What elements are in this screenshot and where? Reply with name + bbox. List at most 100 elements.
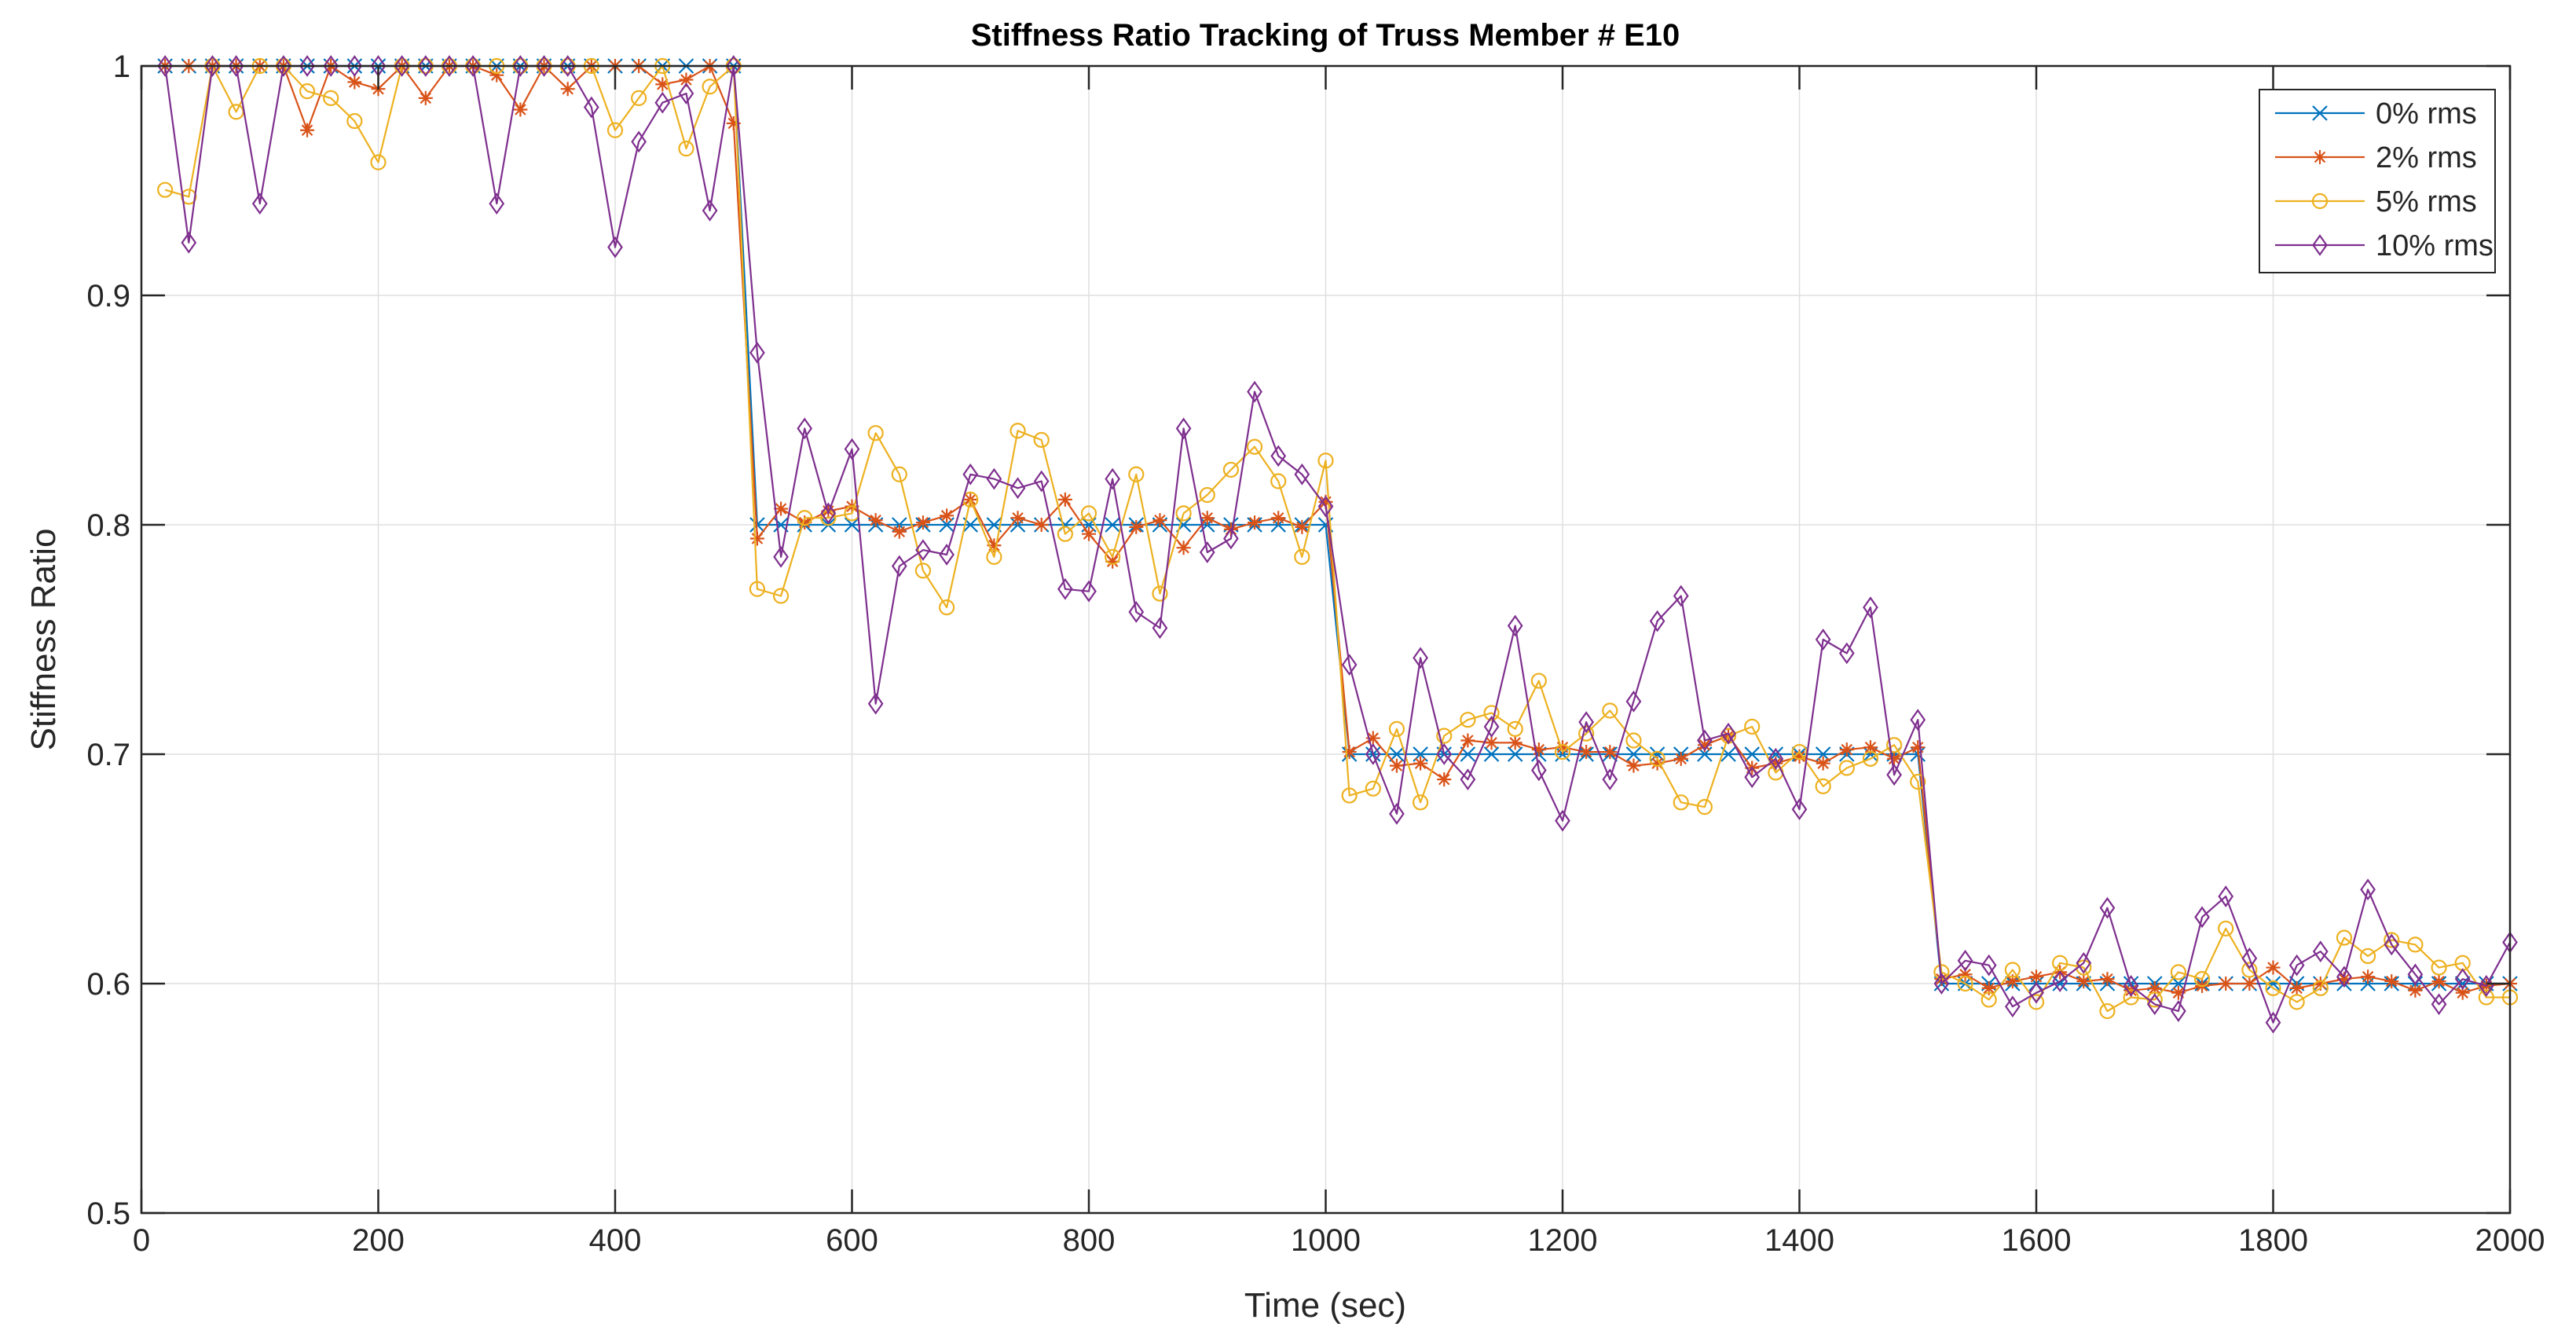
data-point — [442, 55, 457, 77]
data-point — [914, 563, 932, 579]
data-point — [1815, 778, 1831, 794]
data-point — [465, 55, 481, 77]
data-point — [2146, 993, 2163, 1016]
data-point — [915, 515, 930, 530]
data-point — [1483, 716, 1500, 738]
data-point — [1294, 463, 1310, 486]
data-point — [536, 55, 552, 77]
data-point — [2170, 964, 2186, 980]
data-point — [1033, 431, 1050, 449]
data-point — [655, 77, 670, 92]
data-point — [1057, 526, 1073, 542]
data-point — [844, 505, 860, 522]
data-point — [1082, 526, 1096, 541]
data-point — [987, 538, 1002, 553]
data-point — [299, 55, 315, 77]
data-point — [346, 55, 363, 77]
data-point — [157, 55, 173, 77]
data-point — [1625, 732, 1642, 749]
data-point — [2312, 980, 2329, 996]
data-point — [1342, 745, 1357, 760]
data-point — [2266, 960, 2281, 975]
x-tick-label: 1000 — [1291, 1223, 1361, 1258]
legend-marker — [2313, 150, 2327, 164]
data-point — [1388, 720, 1405, 737]
data-point — [702, 79, 718, 95]
data-point — [1057, 577, 1073, 600]
data-point — [2004, 962, 2021, 978]
data-point — [1436, 727, 1453, 744]
data-point — [2241, 962, 2258, 978]
data-point — [1105, 467, 1120, 490]
data-point — [1555, 740, 1570, 755]
data-point — [631, 90, 647, 106]
data-point — [1602, 702, 1618, 719]
data-point — [512, 55, 529, 77]
data-point — [891, 555, 907, 577]
data-point — [1603, 745, 1618, 760]
data-point — [346, 112, 363, 130]
data-point — [1010, 511, 1025, 526]
data-point — [204, 55, 221, 77]
data-point — [1507, 746, 1523, 762]
x-tick-label: 600 — [826, 1223, 878, 1258]
legend-marker — [2312, 105, 2328, 121]
data-point — [1105, 517, 1120, 533]
legend-label: 0% rms — [2376, 97, 2477, 130]
data-point — [2361, 969, 2376, 984]
data-point — [1673, 751, 1688, 766]
data-point — [323, 55, 339, 77]
data-point — [1720, 722, 1736, 745]
data-point — [2384, 932, 2400, 948]
data-point — [370, 154, 387, 170]
data-point — [1957, 975, 1973, 992]
data-point — [2123, 989, 2139, 1006]
data-point — [1673, 585, 1689, 607]
y-axis-label: Stiffness Ratio — [24, 529, 63, 751]
data-point — [584, 96, 599, 119]
data-point — [1507, 614, 1523, 637]
data-point — [1248, 515, 1262, 530]
data-point — [2336, 972, 2351, 987]
data-point — [157, 181, 174, 198]
data-point — [2005, 974, 2020, 989]
data-point — [2265, 976, 2281, 991]
data-point — [1579, 745, 1594, 760]
data-point — [1341, 787, 1358, 804]
data-point — [1530, 672, 1547, 689]
data-point — [2005, 995, 2021, 1018]
y-tick-label: 0.8 — [86, 508, 130, 543]
data-point — [2099, 896, 2116, 919]
data-point — [181, 231, 197, 254]
legend-label: 5% rms — [2376, 185, 2477, 218]
legend-label: 2% rms — [2376, 141, 2477, 174]
data-point — [1033, 470, 1050, 493]
data-point — [1034, 518, 1049, 532]
data-point — [2123, 975, 2139, 997]
data-point — [2360, 947, 2376, 965]
data-point — [986, 548, 1002, 565]
data-point — [2100, 972, 2115, 987]
data-point — [1460, 768, 1476, 791]
x-tick-label: 400 — [589, 1223, 642, 1258]
data-point — [725, 55, 742, 77]
data-point — [2052, 970, 2068, 992]
y-tick-label: 0.6 — [86, 967, 130, 1002]
legend-marker — [2312, 234, 2328, 256]
legend-box — [2259, 89, 2496, 273]
data-point — [1531, 742, 1546, 757]
data-point — [2242, 977, 2257, 991]
data-point — [2147, 980, 2162, 995]
data-point — [797, 515, 812, 530]
data-point — [1460, 712, 1476, 728]
data-point — [489, 68, 504, 82]
data-point — [2218, 920, 2234, 937]
data-point — [631, 130, 647, 153]
data-point — [2312, 940, 2329, 963]
data-point — [2384, 933, 2400, 956]
data-point — [1507, 720, 1523, 737]
data-point — [2289, 980, 2304, 995]
data-point — [1080, 505, 1097, 522]
data-point — [1933, 973, 1950, 995]
data-point — [1626, 758, 1641, 773]
